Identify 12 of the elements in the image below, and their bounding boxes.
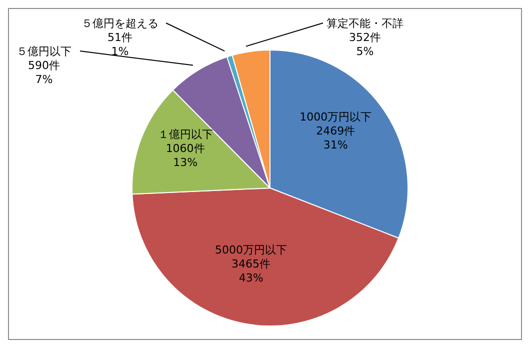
slice-label: 1000万円以下 [300, 110, 372, 124]
data-label: 51件 1% [108, 31, 132, 58]
slice-label: １億円以下 [158, 128, 213, 141]
slice-label: 5000万円以下 [215, 243, 288, 256]
data-label: 2469件 31% [316, 124, 356, 152]
data-label: 1060件 13% [166, 142, 205, 169]
slice-label: ５億円以下 [16, 45, 72, 58]
slice-label: 算定不能・不詳 [326, 17, 404, 30]
data-label: 3465件 43% [232, 257, 271, 284]
data-label: 352件 5% [349, 31, 381, 58]
data-label: 590件 7% [28, 59, 60, 86]
slice-label: ５億円を超える [82, 17, 158, 30]
